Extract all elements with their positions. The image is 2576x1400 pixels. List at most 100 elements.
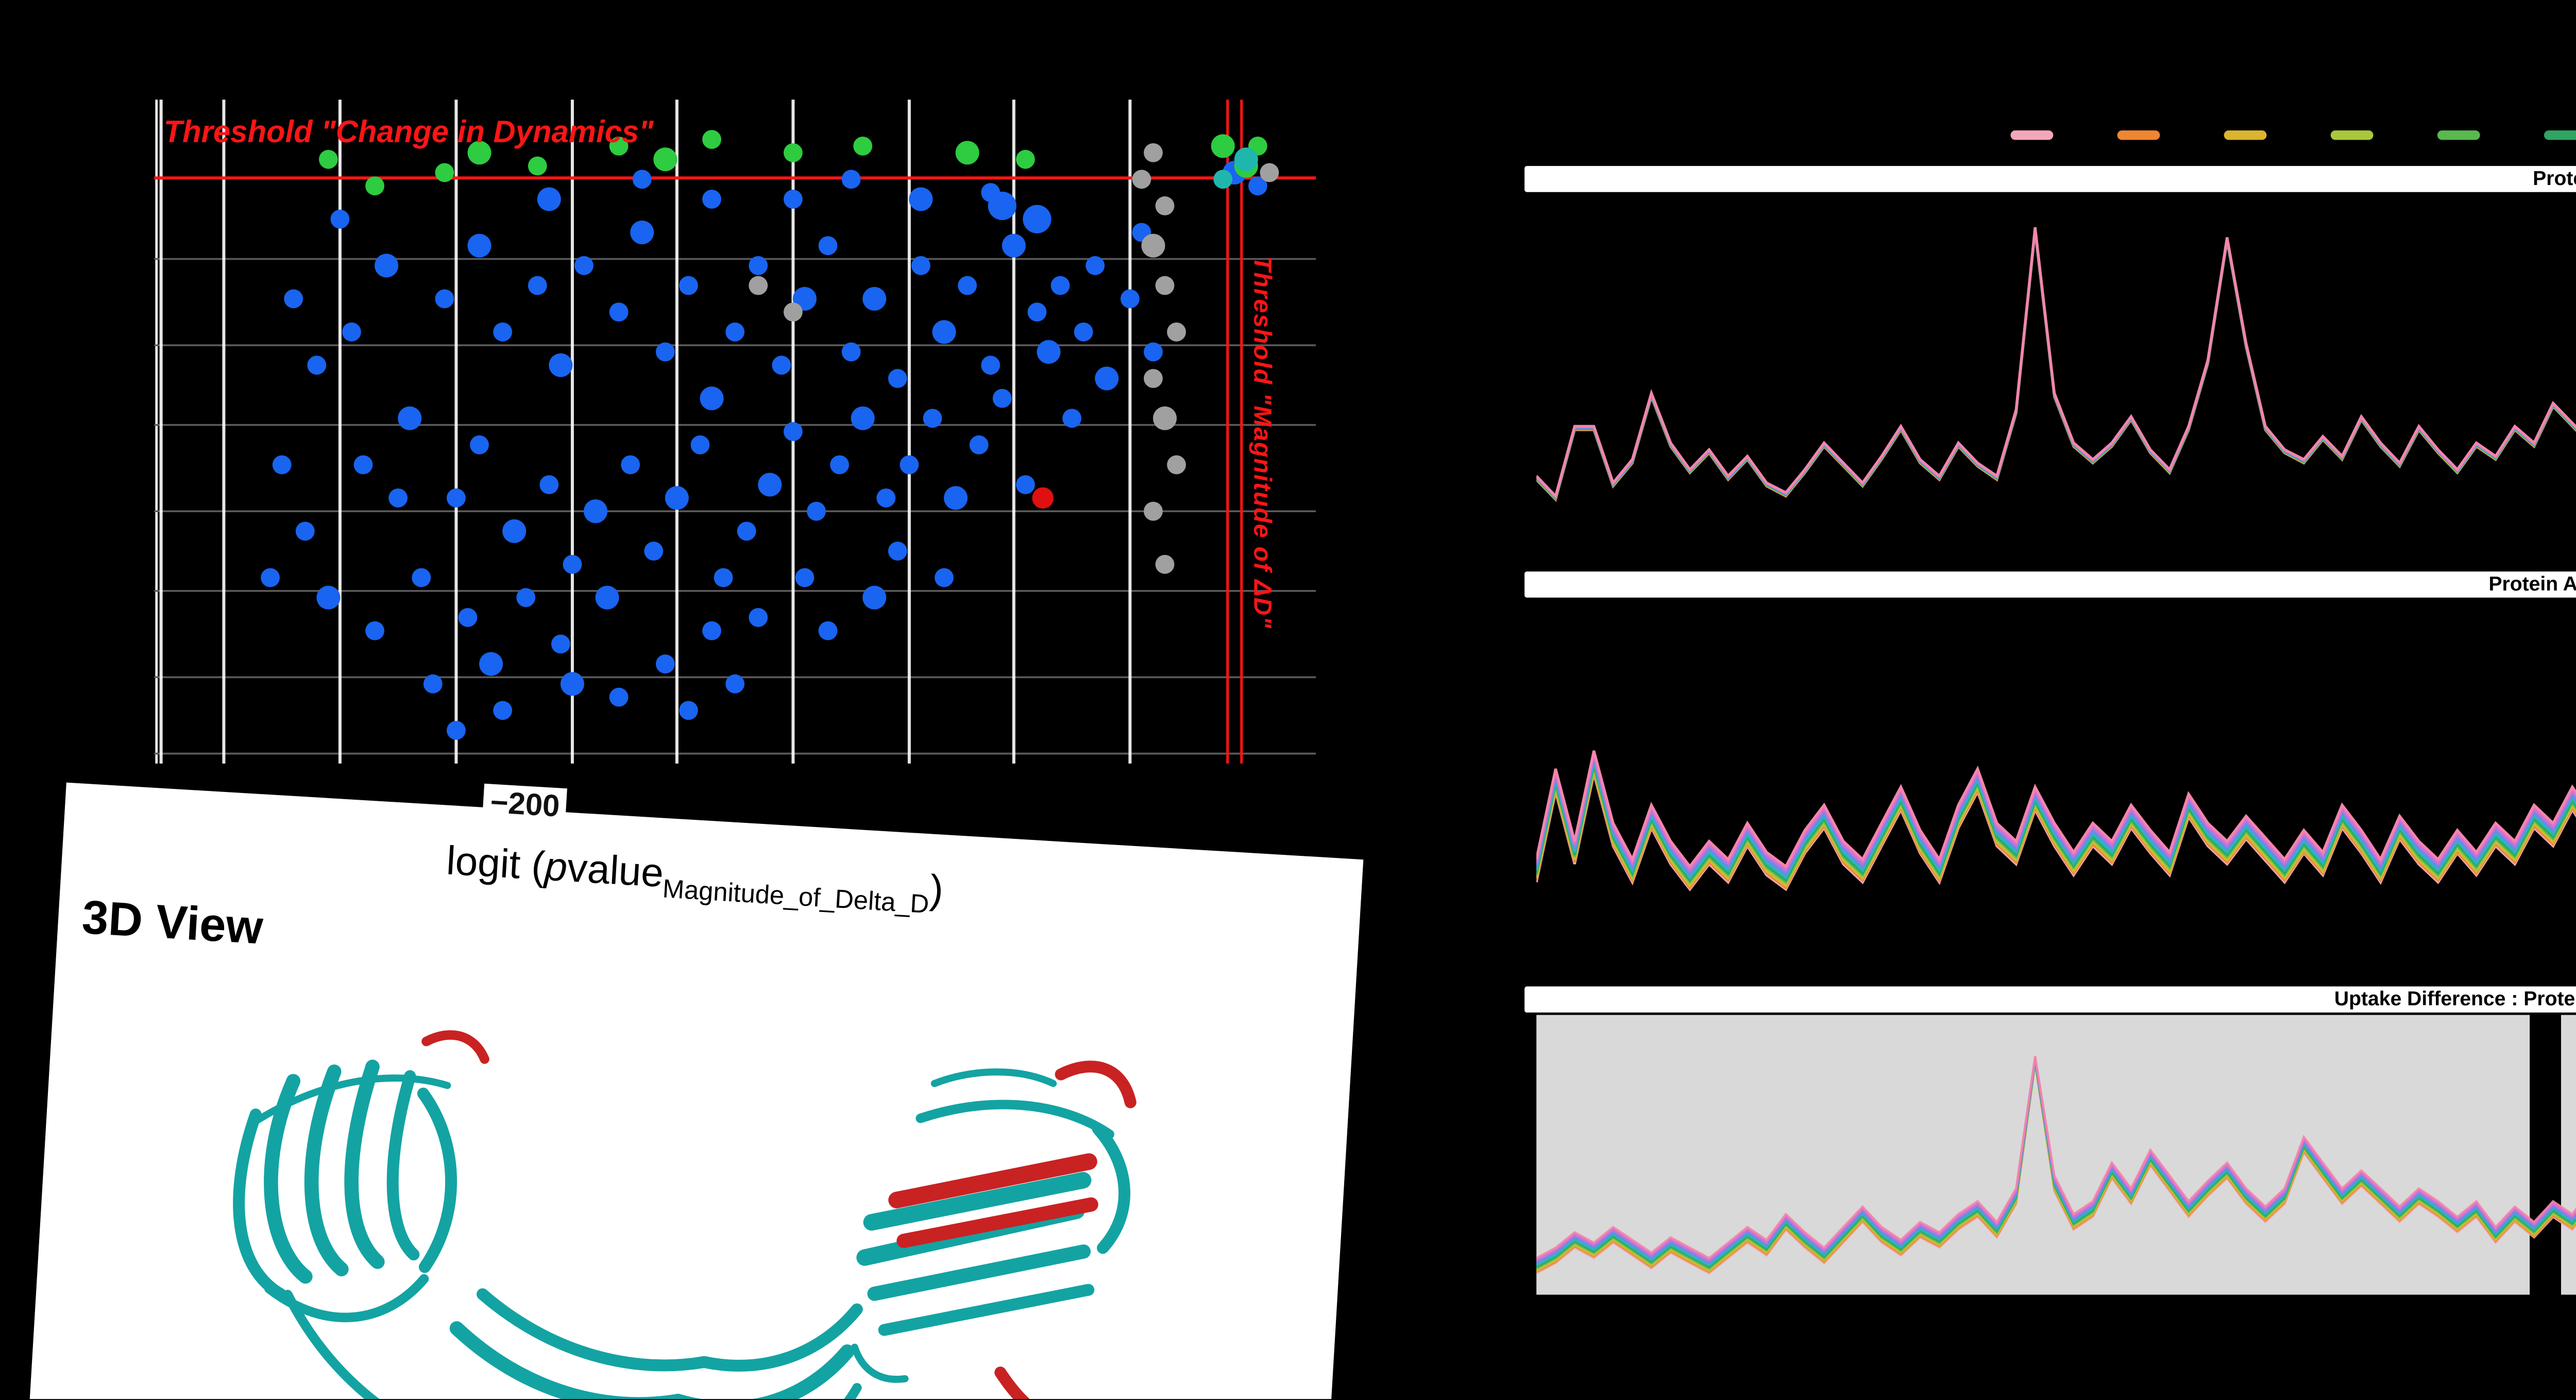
- scatter-point-blue[interactable]: [841, 170, 861, 189]
- scatter-point-gray[interactable]: [1155, 554, 1175, 574]
- scatter-point-blue[interactable]: [679, 276, 698, 295]
- scatter-point-gray[interactable]: [1144, 143, 1163, 162]
- scatter-point-blue[interactable]: [830, 455, 849, 475]
- scatter-point-blue[interactable]: [702, 621, 721, 640]
- scatter-point-green[interactable]: [1015, 149, 1035, 169]
- volcano-scatter-plot[interactable]: [154, 99, 1316, 764]
- scatter-point-blue[interactable]: [1050, 276, 1070, 295]
- scatter-point-blue[interactable]: [888, 542, 907, 561]
- scatter-point-green[interactable]: [467, 141, 492, 165]
- scatter-point-blue[interactable]: [969, 435, 989, 454]
- scatter-point-teal[interactable]: [1234, 147, 1258, 172]
- scatter-point-blue[interactable]: [725, 322, 745, 342]
- scatter-point-blue[interactable]: [876, 488, 896, 508]
- scatter-point-blue[interactable]: [447, 488, 466, 508]
- scatter-point-blue[interactable]: [272, 455, 292, 475]
- scatter-point-blue[interactable]: [295, 521, 315, 541]
- scatter-point-blue[interactable]: [1074, 322, 1093, 342]
- scatter-point-blue[interactable]: [1120, 289, 1140, 309]
- scatter-point-blue[interactable]: [1002, 233, 1026, 258]
- scatter-point-blue[interactable]: [342, 322, 361, 342]
- scatter-point-blue[interactable]: [932, 320, 956, 344]
- scatter-point-blue[interactable]: [749, 608, 768, 627]
- scatter-point-blue[interactable]: [447, 721, 466, 740]
- scatter-point-blue[interactable]: [632, 170, 652, 189]
- scatter-point-blue[interactable]: [470, 435, 489, 454]
- scatter-point-blue[interactable]: [630, 220, 654, 245]
- scatter-point-blue[interactable]: [1248, 176, 1267, 196]
- uptake-chart-protein-a-ligand-svg[interactable]: [1536, 598, 2576, 991]
- scatter-point-blue[interactable]: [365, 621, 384, 640]
- scatter-point-blue[interactable]: [551, 634, 570, 654]
- legend-swatch-3[interactable]: [2224, 130, 2267, 139]
- scatter-point-blue[interactable]: [261, 568, 280, 587]
- scatter-point-blue[interactable]: [1144, 342, 1163, 362]
- scatter-point-blue[interactable]: [502, 519, 527, 543]
- scatter-point-blue[interactable]: [690, 435, 710, 454]
- scatter-point-green[interactable]: [528, 156, 547, 176]
- scatter-point-gray[interactable]: [1167, 455, 1186, 475]
- uptake-chart-protein-a-svg[interactable]: [1536, 194, 2576, 555]
- scatter-point-blue[interactable]: [888, 369, 907, 388]
- scatter-point-blue[interactable]: [923, 409, 942, 428]
- scatter-point-blue[interactable]: [862, 286, 887, 311]
- scatter-point-blue[interactable]: [1015, 475, 1035, 495]
- scatter-point-gray[interactable]: [1144, 369, 1163, 388]
- scatter-point-blue[interactable]: [862, 585, 887, 610]
- scatter-point-blue[interactable]: [560, 672, 584, 696]
- scatter-point-green[interactable]: [435, 163, 454, 182]
- scatter-point-teal[interactable]: [1213, 170, 1233, 189]
- scatter-point-blue[interactable]: [679, 701, 698, 720]
- scatter-point-blue[interactable]: [772, 356, 791, 375]
- scatter-point-blue[interactable]: [467, 233, 492, 258]
- scatter-point-blue[interactable]: [595, 585, 619, 610]
- scatter-point-blue[interactable]: [988, 191, 1016, 221]
- scatter-point-blue[interactable]: [655, 654, 675, 673]
- scatter-point-blue[interactable]: [758, 473, 782, 497]
- scatter-point-gray[interactable]: [749, 276, 768, 295]
- scatter-point-blue[interactable]: [665, 486, 689, 510]
- scatter-point-blue[interactable]: [911, 256, 930, 275]
- scatter-point-blue[interactable]: [944, 486, 968, 510]
- scatter-point-blue[interactable]: [528, 276, 547, 295]
- scatter-point-blue[interactable]: [316, 585, 341, 610]
- scatter-point-blue[interactable]: [537, 187, 561, 211]
- scatter-point-blue[interactable]: [783, 190, 803, 209]
- scatter-point-gray[interactable]: [1141, 233, 1165, 258]
- scatter-point-red[interactable]: [1032, 487, 1054, 509]
- scatter-point-blue[interactable]: [423, 674, 443, 694]
- scatter-point-gray[interactable]: [1144, 501, 1163, 521]
- scatter-point-blue[interactable]: [516, 588, 536, 608]
- scatter-point-blue[interactable]: [493, 701, 513, 720]
- scatter-point-blue[interactable]: [1062, 409, 1081, 428]
- scatter-point-blue[interactable]: [851, 406, 875, 430]
- legend-swatch-2[interactable]: [2117, 130, 2160, 139]
- scatter-point-blue[interactable]: [353, 455, 373, 475]
- scatter-point-blue[interactable]: [783, 422, 803, 441]
- scatter-point-green[interactable]: [365, 176, 384, 196]
- scatter-point-green[interactable]: [853, 137, 873, 156]
- scatter-point-blue[interactable]: [900, 455, 919, 475]
- scatter-point-gray[interactable]: [783, 302, 803, 322]
- scatter-point-green[interactable]: [1211, 134, 1235, 158]
- scatter-point-blue[interactable]: [702, 190, 721, 209]
- scatter-point-blue[interactable]: [549, 353, 573, 377]
- scatter-point-blue[interactable]: [435, 289, 454, 309]
- scatter-point-gray[interactable]: [1153, 406, 1177, 430]
- scatter-point-blue[interactable]: [818, 621, 838, 640]
- scatter-point-blue[interactable]: [388, 488, 408, 508]
- scatter-point-blue[interactable]: [737, 521, 756, 541]
- scatter-point-blue[interactable]: [458, 608, 478, 627]
- scatter-point-gray[interactable]: [1167, 322, 1186, 342]
- scatter-point-blue[interactable]: [1095, 366, 1119, 391]
- scatter-point-blue[interactable]: [644, 542, 664, 561]
- scatter-point-blue[interactable]: [700, 386, 724, 411]
- scatter-point-blue[interactable]: [493, 322, 513, 342]
- scatter-point-green[interactable]: [653, 147, 677, 172]
- scatter-point-blue[interactable]: [1037, 340, 1061, 364]
- scatter-point-green[interactable]: [955, 141, 979, 165]
- legend-swatch-6[interactable]: [2544, 130, 2576, 139]
- scatter-point-blue[interactable]: [375, 254, 399, 278]
- scatter-point-blue[interactable]: [621, 455, 640, 475]
- scatter-point-blue[interactable]: [330, 209, 350, 229]
